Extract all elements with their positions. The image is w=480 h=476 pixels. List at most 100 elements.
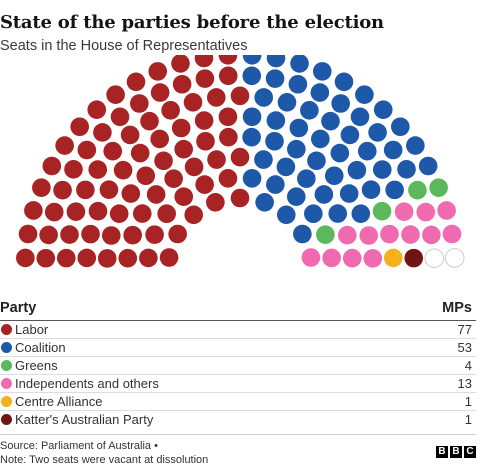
seat-coalition — [242, 55, 262, 65]
seat-labor — [174, 139, 193, 159]
seat-coalition — [242, 127, 261, 147]
seat-greens — [316, 225, 335, 244]
seat-labor — [148, 62, 168, 81]
seat-labor — [36, 248, 56, 268]
seat-coalition — [304, 204, 323, 224]
party-name: Independents and others — [15, 376, 159, 391]
seat-labor — [121, 184, 141, 203]
seat-independents-and-others — [442, 224, 462, 244]
seat-labor — [195, 69, 215, 88]
seat-coalition — [286, 187, 306, 206]
seat-labor — [77, 140, 97, 160]
seat-labor — [24, 201, 43, 220]
seat-coalition — [265, 69, 285, 88]
party-seats: 1 — [464, 412, 472, 427]
party-row-labor: Labor 77 — [0, 321, 476, 339]
seat-coalition — [242, 66, 262, 86]
party-seats: 1 — [464, 394, 472, 409]
seat-coalition — [324, 166, 344, 186]
seat-labor — [88, 201, 108, 221]
seat-coalition — [418, 156, 438, 176]
seat-labor — [103, 141, 123, 161]
seat-coalition — [334, 72, 354, 92]
seat-coalition — [265, 131, 284, 151]
party-row-greens: Greens 4 — [0, 357, 476, 375]
seat-independents-and-others — [394, 202, 414, 221]
seat-labor — [230, 188, 250, 208]
logo-letter: B — [450, 446, 462, 458]
seat-labor — [87, 100, 107, 119]
seat-labor — [218, 66, 238, 86]
party-name: Labor — [15, 322, 49, 337]
note-text: Note: Two seats were vacant at dissoluti… — [0, 454, 209, 466]
seat-labor — [145, 225, 164, 244]
seat-coalition — [351, 204, 371, 223]
seat-labor — [184, 205, 204, 225]
seat-vacant — [444, 248, 465, 268]
party-row-independents: Independents and others 13 — [0, 375, 476, 393]
katter-swatch — [1, 414, 12, 425]
seat-labor — [218, 107, 238, 127]
seat-independents-and-others — [437, 201, 456, 220]
seat-coalition — [311, 129, 330, 149]
seat-labor — [130, 94, 149, 113]
seat-labor — [97, 249, 117, 268]
source-text: Source: Parliament of Australia • — [0, 440, 158, 452]
seat-labor — [32, 178, 51, 198]
seat-labor — [109, 204, 129, 223]
party-seats: 53 — [457, 340, 472, 355]
seat-coalition — [350, 107, 370, 127]
seat-labor — [218, 55, 238, 65]
seat-coalition — [340, 125, 360, 145]
seat-katter-s-australian-party — [404, 248, 424, 268]
seat-greens — [429, 178, 448, 198]
seat-coalition — [293, 224, 312, 244]
seat-coalition — [331, 94, 350, 113]
seat-labor — [184, 157, 204, 177]
seat-labor — [64, 160, 83, 179]
seat-coalition — [339, 184, 359, 203]
seat-independents-and-others — [416, 202, 436, 222]
seat-labor — [101, 226, 121, 245]
seat-labor — [150, 129, 169, 149]
seat-coalition — [357, 141, 377, 161]
seat-labor — [207, 150, 226, 169]
seat-coalition — [289, 118, 309, 138]
seat-coalition — [372, 160, 392, 179]
seat-coalition — [310, 83, 330, 102]
seat-coalition — [288, 74, 308, 94]
seat-labor — [123, 225, 142, 245]
seat-coalition — [355, 85, 374, 104]
logo-letter: C — [464, 446, 476, 458]
seat-coalition — [328, 204, 348, 223]
seat-labor — [136, 166, 156, 186]
seat-labor — [81, 224, 100, 244]
mps-column-header: MPs — [442, 300, 472, 316]
seat-independents-and-others — [359, 226, 379, 245]
greens-swatch — [1, 360, 12, 371]
seat-labor — [194, 55, 214, 68]
party-column-header: Party — [0, 300, 37, 316]
seat-labor — [16, 248, 35, 268]
seat-labor — [139, 248, 158, 268]
party-row-coalition: Coalition 53 — [0, 339, 476, 357]
seat-labor — [172, 74, 192, 94]
parliament-chart — [16, 55, 465, 269]
seat-coalition — [277, 93, 297, 112]
logo-letter: B — [436, 446, 448, 458]
seat-coalition — [255, 193, 274, 212]
seat-coalition — [368, 123, 387, 142]
seat-independents-and-others — [322, 248, 341, 268]
seat-coalition — [321, 111, 340, 131]
seat-vacant — [424, 248, 445, 269]
party-name: Katter's Australian Party — [15, 412, 154, 427]
seat-labor — [93, 123, 112, 142]
seat-coalition — [290, 55, 309, 73]
seat-coalition — [397, 160, 416, 179]
seat-labor — [99, 180, 119, 199]
seat-labor — [55, 136, 74, 155]
seat-independents-and-others — [422, 225, 441, 245]
seat-coalition — [266, 111, 286, 130]
seat-coalition — [254, 150, 273, 169]
seat-labor — [183, 93, 203, 112]
